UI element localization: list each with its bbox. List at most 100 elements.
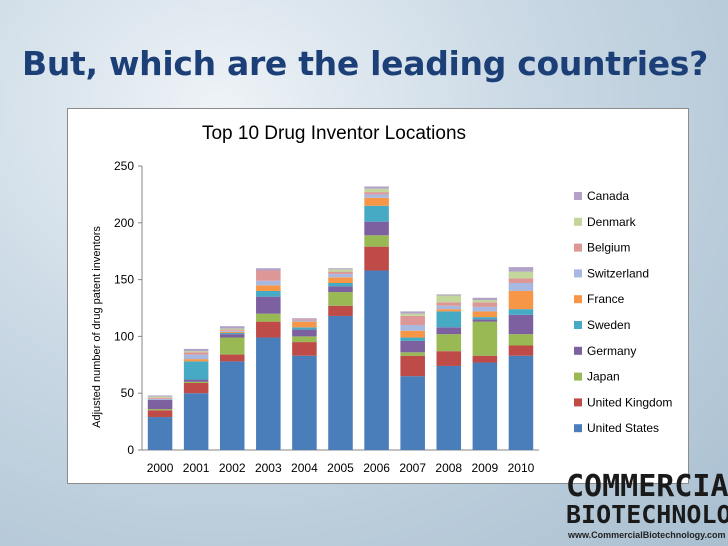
- bar-segment: [472, 355, 498, 363]
- legend-swatch: [574, 217, 582, 226]
- bar-segment: [472, 297, 498, 301]
- x-tick-label: 2004: [291, 461, 318, 475]
- bar-segment: [292, 321, 317, 328]
- bar-segment: [147, 410, 173, 418]
- bar-segment: [364, 246, 389, 271]
- legend-label: France: [587, 292, 625, 306]
- bar-segment: [219, 334, 245, 338]
- y-tick-label: 100: [114, 329, 134, 343]
- chart-title: Top 10 Drug Inventor Locations: [202, 123, 466, 144]
- bar-segment: [328, 305, 353, 316]
- bar-segment: [183, 393, 209, 450]
- bar-segment: [256, 296, 281, 314]
- legend-swatch: [574, 398, 582, 407]
- legend-label: Germany: [587, 344, 636, 358]
- y-tick-label: 150: [114, 273, 134, 287]
- bar-segment: [436, 302, 462, 306]
- slide-title: But, which are the leading countries?: [22, 44, 708, 83]
- bar-segment: [147, 395, 173, 397]
- bar-segment: [400, 313, 425, 316]
- bar-segment: [183, 381, 209, 383]
- legend-swatch: [574, 346, 582, 355]
- bar-segment: [364, 205, 389, 222]
- y-tick-label: 200: [114, 216, 134, 230]
- bar-segment: [364, 235, 389, 247]
- bar-segment: [183, 382, 209, 394]
- bar-segment: [256, 337, 281, 450]
- legend-label: Sweden: [587, 318, 630, 332]
- bar-segment: [328, 286, 353, 293]
- bar-segment: [400, 376, 425, 450]
- bar-segment: [219, 329, 245, 331]
- legend-label: Canada: [587, 189, 629, 203]
- commercial-biotechnology-logo: COMMERCIAL BIOTECHNOLOGY www.CommercialB…: [566, 472, 728, 546]
- bar-segment: [364, 186, 389, 189]
- bar-segment: [508, 283, 534, 291]
- bar-segment: [328, 273, 353, 278]
- bar-segment: [472, 321, 498, 356]
- bar-segment: [436, 305, 462, 310]
- bar-segment: [436, 351, 462, 366]
- bar-segment: [147, 417, 173, 450]
- bar-segment: [219, 354, 245, 362]
- bar-segment: [472, 317, 498, 320]
- legend-label: Japan: [587, 370, 620, 384]
- bar-segment: [183, 352, 209, 355]
- bar-segment: [328, 271, 353, 274]
- bar-segment: [364, 194, 389, 198]
- y-tick-label: 250: [114, 159, 134, 173]
- bar-segment: [400, 315, 425, 326]
- legend-label: Switzerland: [587, 266, 649, 280]
- bar-segment: [508, 345, 534, 356]
- bar-segment: [183, 354, 209, 360]
- bar-segment: [147, 396, 173, 398]
- bar-segment: [436, 309, 462, 312]
- bar-segment: [508, 334, 534, 346]
- bar-segment: [436, 334, 462, 352]
- bar-segment: [183, 361, 209, 380]
- logo-text-line2: BIOTECHNOLOGY: [566, 500, 728, 529]
- bar-segment: [256, 268, 281, 271]
- bar-segment: [472, 302, 498, 307]
- bar-segment: [256, 290, 281, 297]
- bar-segment: [400, 325, 425, 331]
- bar-segment: [436, 295, 462, 303]
- stacked-bar-chart: Top 10 Drug Inventor Locations Adjusted …: [91, 123, 672, 475]
- bar-segment: [292, 327, 317, 330]
- x-tick-label: 2007: [399, 461, 426, 475]
- bar-segment: [400, 330, 425, 338]
- bar-segment: [400, 311, 425, 314]
- legend-swatch: [574, 321, 582, 329]
- bar-segment: [508, 271, 534, 279]
- bar-segment: [400, 340, 425, 353]
- bar-segment: [256, 280, 281, 286]
- legend-swatch: [574, 192, 582, 200]
- legend-swatch: [574, 243, 582, 252]
- bar-segment: [219, 331, 245, 333]
- legend-swatch: [574, 424, 582, 433]
- bar-segment: [256, 313, 281, 322]
- x-tick-label: 2008: [435, 461, 462, 475]
- bar-segment: [436, 311, 462, 328]
- bar-segment: [256, 321, 281, 338]
- bar-segment: [328, 315, 353, 450]
- bar-segment: [147, 400, 173, 410]
- bar-segment: [400, 352, 425, 356]
- bar-segment: [472, 300, 498, 303]
- bar-segment: [364, 192, 389, 195]
- bar-segment: [292, 355, 317, 450]
- bar-segment: [219, 361, 245, 450]
- x-tick-label: 2009: [472, 461, 499, 475]
- legend-label: United States: [587, 421, 659, 435]
- bar-segment: [508, 267, 534, 272]
- bar-segment: [472, 311, 498, 318]
- logo-url: www.CommercialBiotechnology.com: [568, 530, 726, 540]
- x-tick-label: 2005: [327, 461, 354, 475]
- bar-segment: [219, 326, 245, 329]
- bar-segment: [364, 197, 389, 206]
- bar-segment: [183, 348, 209, 352]
- bar-segment: [292, 319, 317, 321]
- bar-segment: [436, 294, 462, 296]
- bar-segment: [436, 327, 462, 335]
- x-tick-label: 2002: [219, 461, 246, 475]
